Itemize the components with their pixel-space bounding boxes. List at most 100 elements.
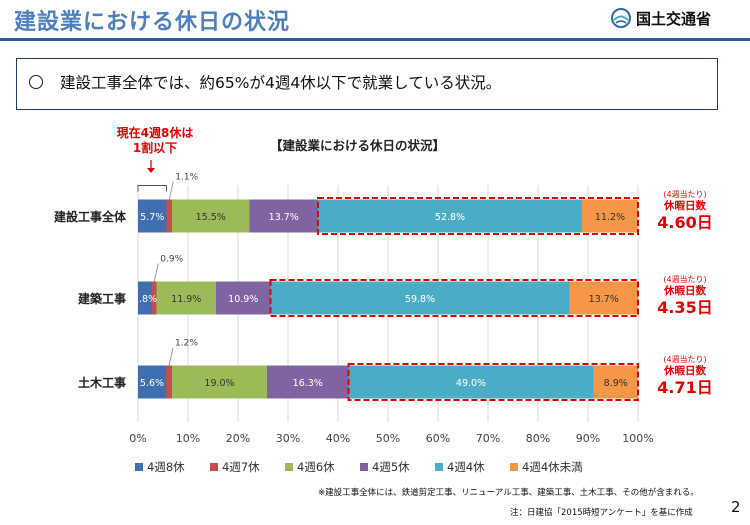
source-note: 注：日建協「2015時短アンケート」を基に作成	[510, 508, 693, 518]
legend-swatch	[360, 463, 368, 471]
data-label: 52.8%	[435, 212, 465, 223]
data-label: 0.9%	[160, 255, 183, 265]
bar-segment	[582, 199, 638, 233]
data-label: 8.9%	[604, 378, 628, 389]
bar-segment	[270, 281, 570, 315]
rest-days-sub: (4週当たり)	[663, 355, 707, 364]
bar-segment	[156, 281, 216, 315]
org-name: 国土交通省	[636, 10, 712, 28]
rest-days-value: 4.71日	[657, 378, 713, 397]
legend-item: 4週5休	[360, 459, 410, 475]
data-label: 11.2%	[595, 212, 625, 223]
data-label: 15.5%	[196, 212, 226, 223]
data-label: 16.3%	[293, 378, 323, 389]
rest-days-sub: (4週当たり)	[663, 275, 707, 284]
x-tick-label: 70%	[476, 432, 500, 445]
bar-segment	[569, 281, 638, 315]
bar-segment	[593, 365, 638, 399]
x-tick-label: 80%	[526, 432, 550, 445]
bar-segment	[172, 365, 267, 399]
x-tick-label: 50%	[376, 432, 400, 445]
legend-label: 4週5休	[372, 460, 410, 474]
data-label: 49.0%	[456, 378, 486, 389]
callout-line-1: 現在4週8休は	[116, 126, 194, 140]
bar-segment	[138, 281, 152, 315]
bar-segment	[267, 365, 349, 399]
bar-segment	[138, 199, 167, 233]
bar-segment	[216, 281, 271, 315]
bullet-circle-icon	[29, 75, 43, 89]
summary-text: 建設工事全体では、約65%が4週4休以下で就業している状況。	[60, 74, 502, 92]
rest-days-block: (4週当たり) 休暇日数 4.60日	[640, 190, 730, 233]
org-logo: 国土交通省	[610, 6, 711, 30]
data-label: 5.6%	[140, 378, 164, 389]
bar-segment	[318, 199, 582, 233]
category-label: 建築工事	[77, 291, 126, 306]
rest-days-label: 休暇日数	[664, 285, 706, 297]
legend-label: 4週4休	[447, 460, 485, 474]
callout-arrow-icon	[147, 160, 155, 173]
bar-segment	[152, 281, 157, 315]
rest-days-sub: (4週当たり)	[663, 190, 707, 199]
data-label-leader	[168, 181, 174, 200]
bar-segment	[249, 199, 318, 233]
data-label: 19.0%	[204, 378, 234, 389]
legend-label: 4週7休	[222, 460, 260, 474]
highlight-box	[269, 279, 639, 317]
legend-label: 4週4休未満	[522, 460, 583, 474]
data-label: 11.9%	[171, 294, 201, 305]
rest-days-label: 休暇日数	[664, 365, 706, 377]
data-label: 13.7%	[269, 212, 299, 223]
x-tick-label: 40%	[326, 432, 350, 445]
category-label: 土木工事	[78, 375, 126, 390]
callout-bracket	[137, 185, 167, 192]
legend-swatch	[210, 463, 218, 471]
highlight-box	[347, 363, 639, 401]
data-label: 5.7%	[140, 212, 164, 223]
legend-item: 4週6休	[285, 459, 335, 475]
x-tick-label: 90%	[576, 432, 600, 445]
summary-box	[16, 58, 718, 110]
callout-note: 現在4週8休は 1割以下	[105, 126, 205, 156]
x-tick-label: 20%	[226, 432, 250, 445]
callout-line-2: 1割以下	[132, 141, 178, 155]
legend-item: 4週8休	[135, 459, 185, 475]
data-label: 1.2%	[175, 339, 198, 349]
data-label-leader	[168, 347, 174, 366]
rest-days-block: (4週当たり) 休暇日数 4.71日	[640, 355, 730, 398]
highlight-box	[317, 197, 639, 235]
mlit-logo-icon	[611, 8, 631, 28]
bar-segment	[166, 199, 172, 233]
data-label: 13.7%	[589, 294, 619, 305]
header-divider	[0, 38, 750, 41]
page-title: 建設業における休日の状況	[14, 10, 291, 35]
x-tick-label: 100%	[622, 432, 653, 445]
bar-segment	[166, 365, 172, 399]
data-label: 10.9%	[228, 294, 258, 305]
legend-swatch	[435, 463, 443, 471]
data-label: 1.1%	[175, 173, 198, 183]
page-number: 2	[731, 498, 741, 516]
data-label-leader	[153, 263, 159, 282]
rest-days-value: 4.60日	[657, 213, 713, 232]
rest-days-value: 4.35日	[657, 298, 713, 317]
legend-label: 4週6休	[297, 460, 335, 474]
data-label: 59.8%	[405, 294, 435, 305]
chart-title: 【建設業における休日の状況】	[270, 138, 446, 153]
category-label: 建設工事全体	[53, 209, 127, 224]
x-tick-label: 60%	[426, 432, 450, 445]
bar-segment	[172, 199, 250, 233]
bar-segment	[138, 365, 166, 399]
rest-days-block: (4週当たり) 休暇日数 4.35日	[640, 275, 730, 318]
x-tick-label: 0%	[129, 432, 146, 445]
legend-label: 4週8休	[147, 460, 185, 474]
legend-item: 4週4休	[435, 459, 485, 475]
footnote: ※建設工事全体には、鉄道剪定工事、リニューアル工事、建築工事、土木工事、その他が…	[318, 488, 699, 498]
data-label: 2.8%	[133, 294, 157, 305]
x-tick-label: 10%	[176, 432, 200, 445]
legend-item: 4週4休未満	[510, 459, 583, 475]
legend-swatch	[135, 463, 143, 471]
legend-swatch	[285, 463, 293, 471]
legend-swatch	[510, 463, 518, 471]
